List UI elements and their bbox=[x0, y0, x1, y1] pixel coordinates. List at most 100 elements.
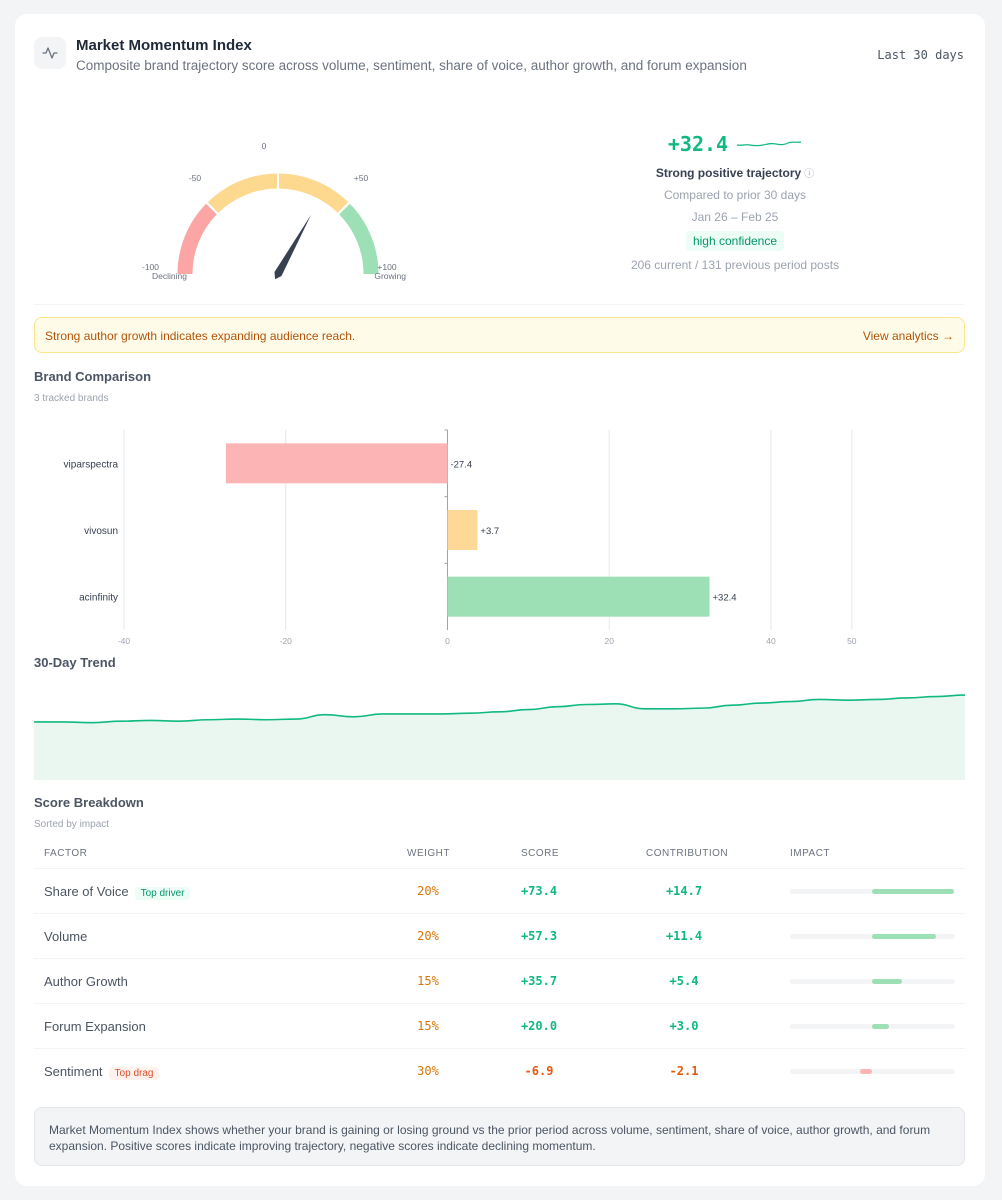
view-analytics-link[interactable]: View analytics → bbox=[862, 329, 954, 343]
factor-name: Share of Voice Top driver bbox=[44, 884, 191, 900]
factor-name: Author Growth bbox=[44, 974, 128, 989]
table-row[interactable]: Forum Expansion 15% +20.0 +3.0 bbox=[34, 1004, 965, 1049]
bar-viparspectra[interactable] bbox=[225, 443, 448, 484]
table-row[interactable]: Author Growth 15% +35.7 +5.4 bbox=[34, 959, 965, 1004]
contribution-value: +14.7 bbox=[665, 884, 703, 898]
contribution-value: -2.1 bbox=[669, 1064, 699, 1078]
divider bbox=[34, 304, 964, 305]
impact-fill bbox=[860, 1069, 872, 1074]
contribution-value: +5.4 bbox=[669, 974, 699, 988]
factor-name: Sentiment Top drag bbox=[44, 1064, 160, 1080]
momentum-gauge: -100 -50 0 +50 +100 Declining Growing bbox=[142, 141, 406, 281]
date-span: Jan 26 – Feb 25 bbox=[691, 210, 779, 224]
impact-fill bbox=[872, 979, 903, 984]
category-label: vivosun bbox=[84, 526, 118, 537]
score-value: +20.0 bbox=[520, 1019, 558, 1033]
trend-area bbox=[34, 695, 965, 780]
brand-comparison-chart: -40 -20 0 20 40 50 viparspectra -27.4 vivosun +3.… bbox=[64, 429, 857, 644]
factor-label: Forum Expansion bbox=[44, 1019, 146, 1034]
x-tick-label: -20 bbox=[280, 636, 293, 644]
score-sparkline bbox=[736, 141, 802, 147]
alert-text: Strong author growth indicates expanding… bbox=[45, 329, 356, 343]
factor-label: Volume bbox=[44, 929, 88, 944]
impact-bar bbox=[790, 979, 955, 984]
brand-comparison-title: Brand Comparison bbox=[34, 369, 152, 384]
impact-bar bbox=[790, 889, 955, 894]
factor-label: Sentiment bbox=[44, 1064, 103, 1079]
gauge-arc-neutral bbox=[207, 173, 349, 213]
x-tick-label: 0 bbox=[445, 636, 450, 644]
bar-vivosun[interactable] bbox=[447, 510, 478, 550]
contribution-value: +3.0 bbox=[669, 1019, 699, 1033]
breakdown-table: FACTOR WEIGHT SCORE CONTRIBUTION IMPACT … bbox=[34, 841, 965, 1094]
impact-bar bbox=[790, 1069, 955, 1074]
momentum-card: Market Momentum Index Composite brand tr… bbox=[15, 14, 985, 1186]
trajectory-text: Strong positive trajectory bbox=[655, 166, 802, 180]
page-title: Market Momentum Index bbox=[76, 37, 252, 54]
score-value: +35.7 bbox=[520, 974, 558, 988]
weight-value: 15% bbox=[417, 1019, 439, 1033]
post-counts: 206 current / 131 previous period posts bbox=[630, 258, 840, 272]
insight-alert: Strong author growth indicates expanding… bbox=[34, 317, 965, 353]
factor-name: Volume bbox=[44, 929, 87, 944]
score-summary: +32.4 Strong positive trajectory ⓘ Compar… bbox=[575, 129, 895, 272]
category-label: viparspectra bbox=[64, 459, 119, 470]
gauge-tick-mark bbox=[205, 201, 219, 215]
weight-value: 30% bbox=[417, 1064, 439, 1078]
trend-title: 30-Day Trend bbox=[34, 655, 116, 670]
gauge-tick-min: -100 bbox=[142, 262, 159, 272]
factor-label: Author Growth bbox=[44, 974, 128, 989]
trend-line bbox=[34, 694, 965, 724]
gauge-arc-declining bbox=[177, 203, 217, 274]
breakdown-title: Score Breakdown bbox=[34, 795, 144, 810]
category-label: acinfinity bbox=[79, 593, 118, 604]
header-factor: FACTOR bbox=[44, 848, 88, 859]
bar-acinfinity[interactable] bbox=[447, 576, 710, 617]
gauge-tick-minus50: -50 bbox=[189, 173, 202, 183]
trajectory-label: Strong positive trajectory ⓘ bbox=[575, 165, 895, 180]
table-row[interactable]: Volume 20% +57.3 +11.4 bbox=[34, 914, 965, 959]
header-score: SCORE bbox=[521, 848, 560, 859]
momentum-score: +32.4 bbox=[667, 132, 729, 156]
gauge-arc-growing bbox=[339, 203, 379, 274]
gauge-arcs bbox=[177, 172, 379, 274]
contribution-value: +11.4 bbox=[665, 929, 703, 943]
table-row[interactable]: Share of Voice Top driver 20% +73.4 +14.7 bbox=[34, 869, 965, 914]
value-label: +3.7 bbox=[480, 526, 499, 537]
date-range-label[interactable]: Last 30 days bbox=[877, 48, 964, 62]
table-row[interactable]: Sentiment Top drag 30% -6.9 -2.1 bbox=[34, 1049, 965, 1094]
impact-fill bbox=[872, 1024, 889, 1029]
info-note: Market Momentum Index shows whether your… bbox=[34, 1107, 965, 1166]
score-value: -6.9 bbox=[524, 1064, 554, 1078]
top-driver-badge: Top driver bbox=[134, 887, 191, 900]
x-tick-label: -40 bbox=[118, 636, 131, 644]
gauge-needle bbox=[274, 214, 312, 280]
score-value: +57.3 bbox=[520, 929, 558, 943]
compared-text: Compared to prior 30 days bbox=[663, 188, 807, 202]
score-value: +73.4 bbox=[520, 884, 558, 898]
gauge-label-declining: Declining bbox=[152, 271, 187, 281]
gauge-label-growing: Growing bbox=[374, 271, 406, 281]
x-tick-label: 40 bbox=[766, 636, 776, 644]
activity-icon bbox=[34, 37, 66, 69]
gauge-tick-zero: 0 bbox=[262, 141, 267, 151]
impact-fill bbox=[872, 934, 936, 939]
trend-chart bbox=[34, 694, 965, 780]
value-label: +32.4 bbox=[712, 593, 736, 604]
factor-label: Share of Voice bbox=[44, 884, 129, 899]
gauge-tick-plus50: +50 bbox=[354, 173, 369, 183]
weight-value: 20% bbox=[417, 884, 439, 898]
breakdown-subtitle: Sorted by impact bbox=[34, 819, 110, 830]
confidence-badge: high confidence bbox=[685, 231, 785, 251]
gauge-tick-mark bbox=[337, 201, 351, 215]
page-subtitle: Composite brand trajectory score across … bbox=[76, 58, 747, 73]
table-body: Share of Voice Top driver 20% +73.4 +14.7… bbox=[34, 869, 965, 1094]
weight-value: 20% bbox=[417, 929, 439, 943]
header-weight: WEIGHT bbox=[407, 848, 450, 859]
header-impact: IMPACT bbox=[790, 848, 831, 859]
top-drag-badge: Top drag bbox=[108, 1067, 160, 1080]
x-tick-label: 20 bbox=[604, 636, 614, 644]
info-icon[interactable]: ⓘ bbox=[804, 169, 815, 180]
x-tick-label: 50 bbox=[847, 636, 857, 644]
gauge-tick-max: +100 bbox=[377, 262, 396, 272]
